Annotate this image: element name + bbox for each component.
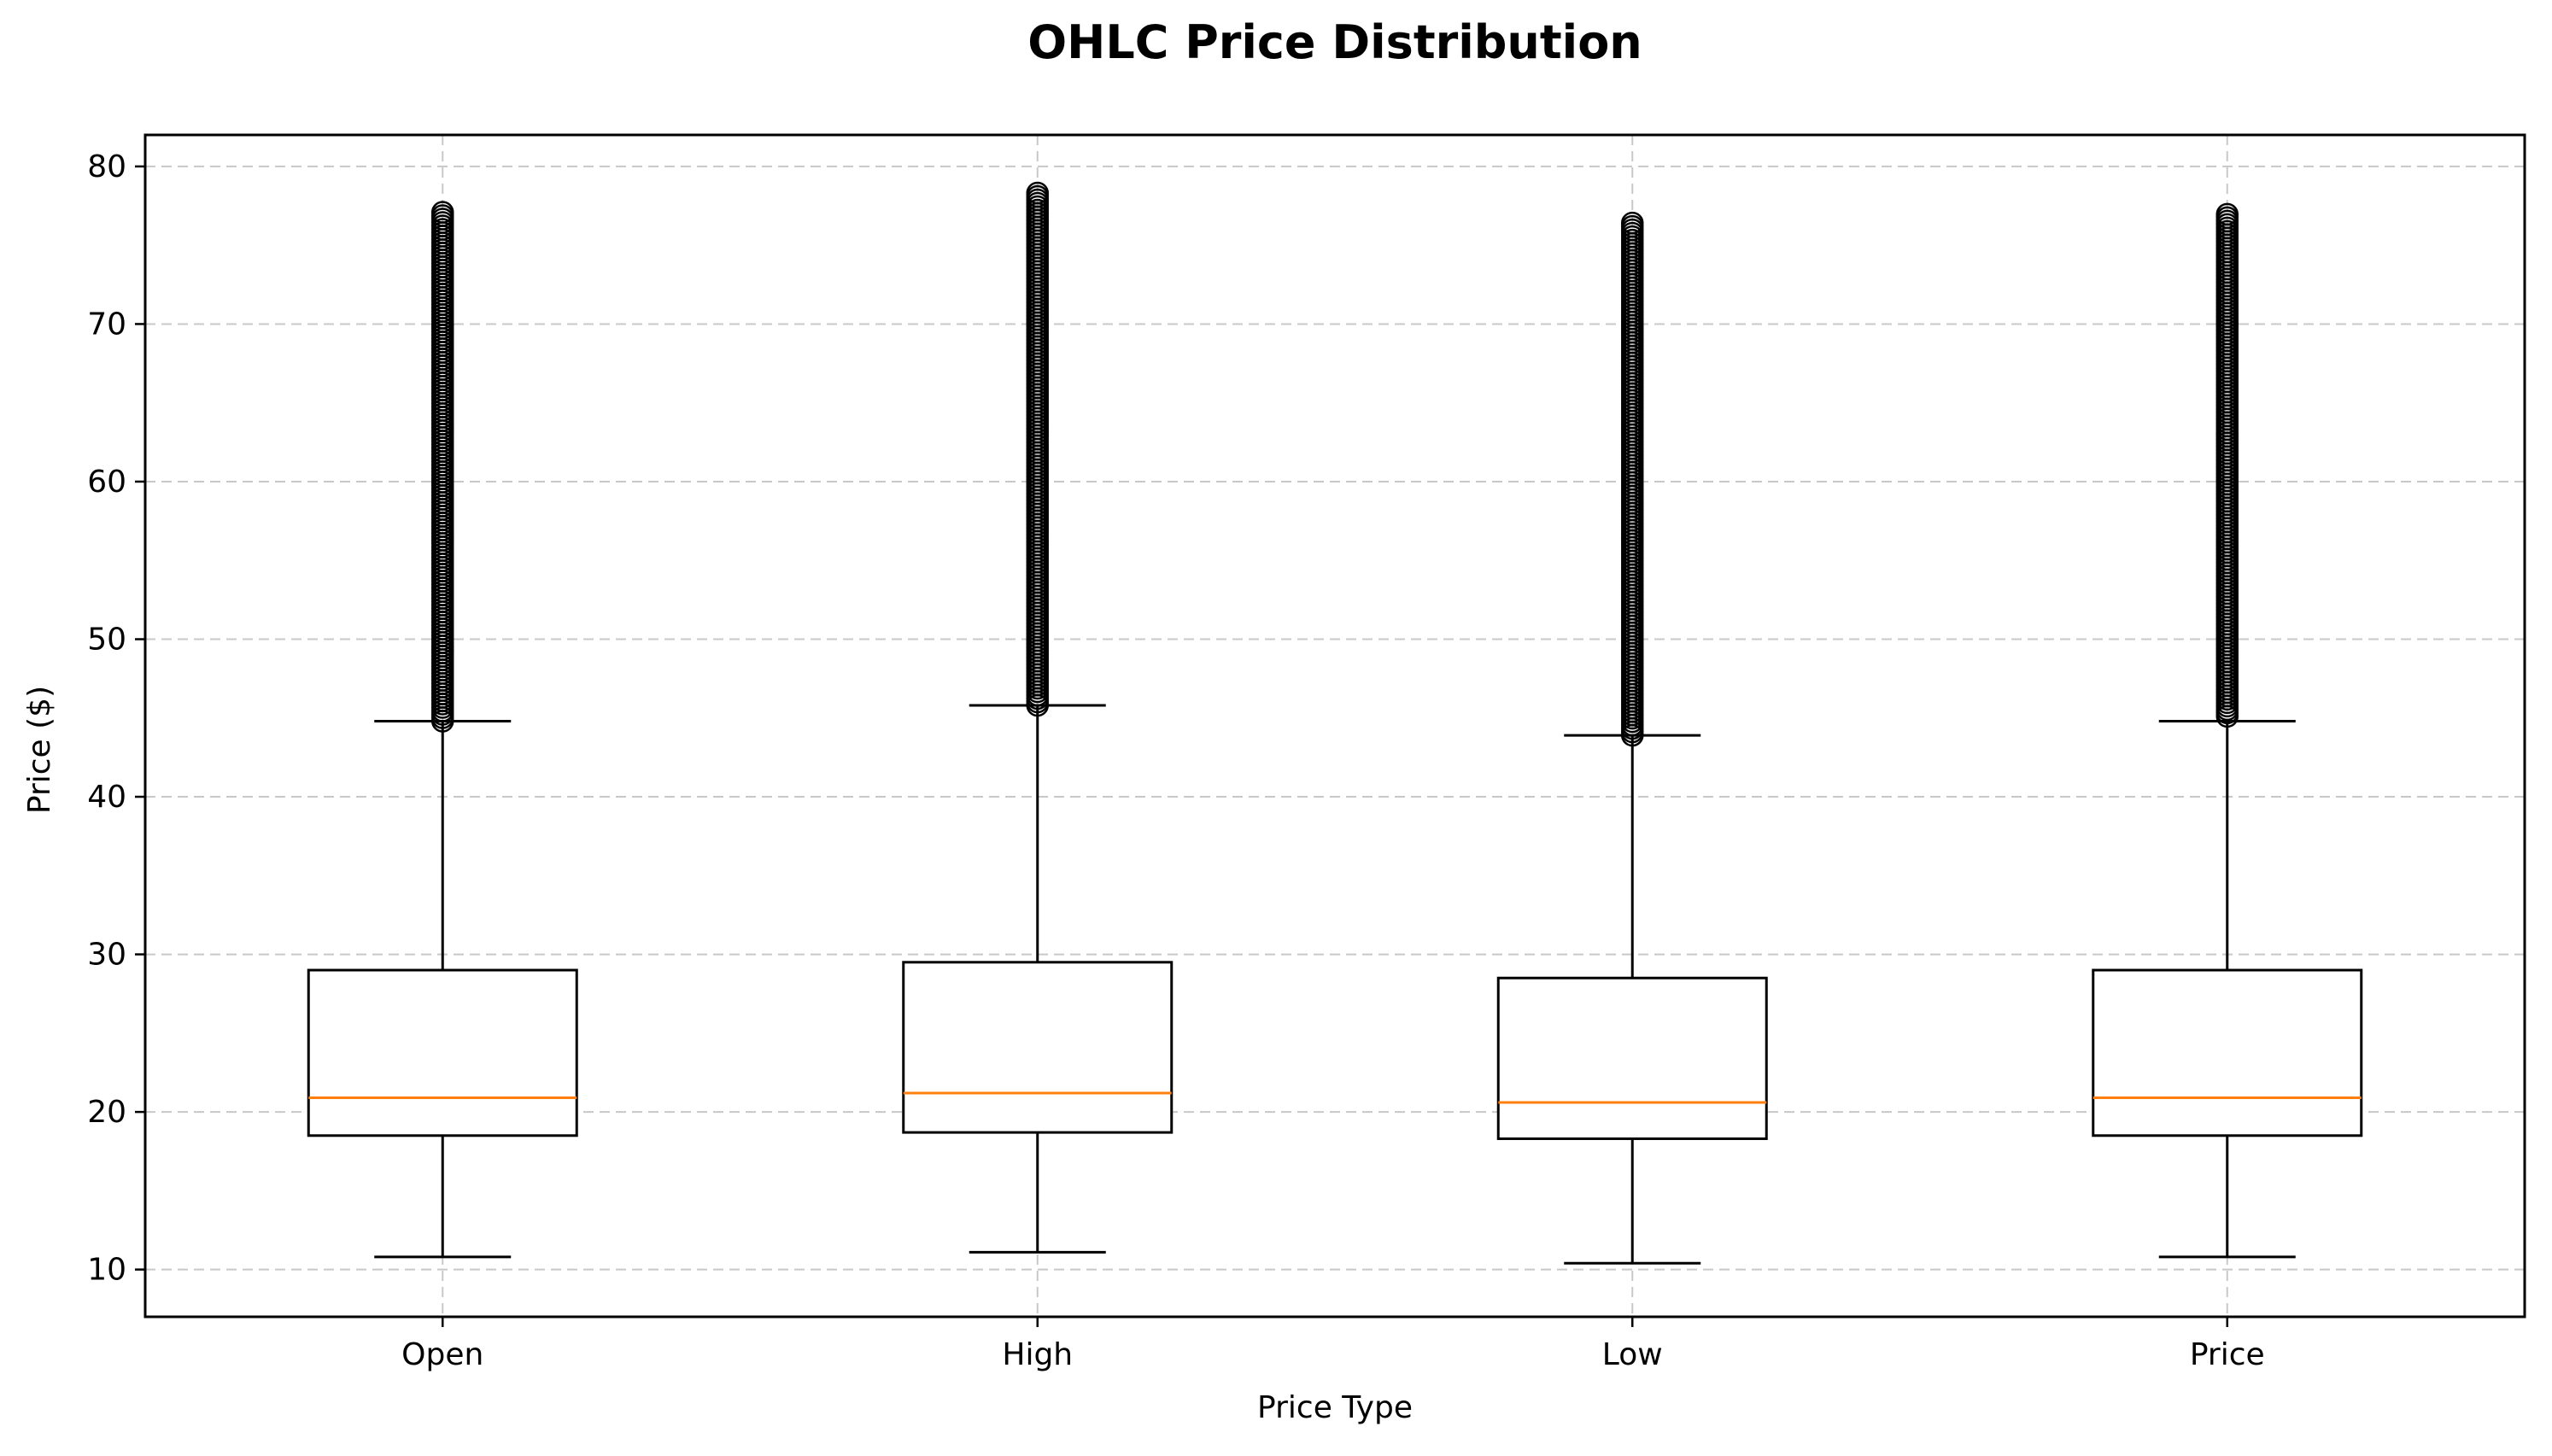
y-tick-label: 30 bbox=[87, 938, 126, 973]
outlier-group bbox=[431, 201, 454, 733]
outlier-point bbox=[1621, 211, 1644, 235]
y-axis-label: Price ($) bbox=[22, 686, 57, 814]
chart-title: OHLC Price Distribution bbox=[1027, 15, 1642, 69]
axes-layer: 10 20 30 40 50 60 70 80 Open High Low Price bbox=[87, 133, 2526, 1372]
outlier-point bbox=[1026, 181, 1049, 205]
x-tick-label: Price bbox=[2190, 1337, 2265, 1372]
y-tick-label: 50 bbox=[87, 623, 126, 658]
iqr-box bbox=[902, 961, 1174, 1134]
y-tick-label: 10 bbox=[87, 1253, 126, 1288]
iqr-box bbox=[1496, 976, 1768, 1140]
x-tick-label: High bbox=[1002, 1337, 1073, 1372]
outlier-point bbox=[2215, 202, 2239, 226]
x-tick-label: Open bbox=[401, 1337, 483, 1372]
y-tick-label: 60 bbox=[87, 465, 126, 500]
box-group-high bbox=[902, 181, 1174, 1254]
y-tick-label: 70 bbox=[87, 307, 126, 342]
iqr-box bbox=[2092, 968, 2363, 1137]
y-tick-label: 20 bbox=[87, 1095, 126, 1130]
outlier-group bbox=[2215, 202, 2239, 728]
box-group-price bbox=[2092, 202, 2363, 1259]
y-tick-label: 40 bbox=[87, 780, 126, 815]
box-group-open bbox=[307, 201, 578, 1259]
box-group-low bbox=[1496, 211, 1768, 1265]
marks-layer bbox=[307, 181, 2363, 1265]
plot-frame bbox=[143, 133, 2526, 1319]
iqr-box bbox=[307, 968, 578, 1137]
x-tick-label: Low bbox=[1602, 1337, 1663, 1372]
y-tick-label: 80 bbox=[87, 149, 126, 184]
x-axis-label: Price Type bbox=[1257, 1390, 1413, 1425]
outlier-point bbox=[431, 201, 454, 224]
